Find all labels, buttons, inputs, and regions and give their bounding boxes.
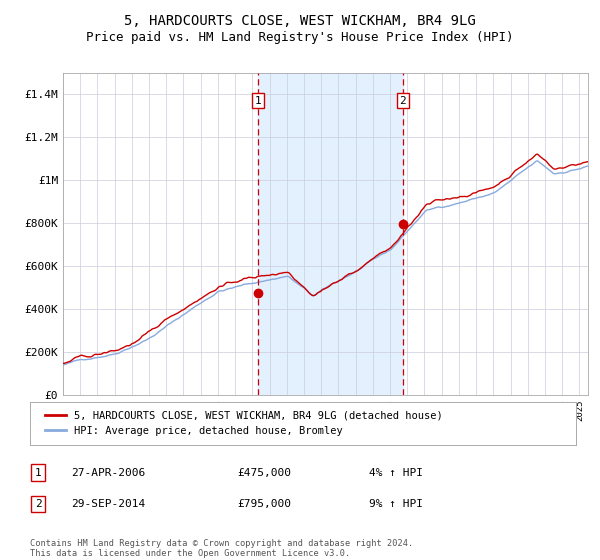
Text: 5, HARDCOURTS CLOSE, WEST WICKHAM, BR4 9LG: 5, HARDCOURTS CLOSE, WEST WICKHAM, BR4 9… — [124, 14, 476, 28]
Text: Price paid vs. HM Land Registry's House Price Index (HPI): Price paid vs. HM Land Registry's House … — [86, 31, 514, 44]
Text: 2: 2 — [400, 96, 406, 106]
Text: 29-SEP-2014: 29-SEP-2014 — [71, 499, 145, 509]
Text: 4% ↑ HPI: 4% ↑ HPI — [368, 468, 422, 478]
Text: Contains HM Land Registry data © Crown copyright and database right 2024.
This d: Contains HM Land Registry data © Crown c… — [30, 539, 413, 558]
Legend: 5, HARDCOURTS CLOSE, WEST WICKHAM, BR4 9LG (detached house), HPI: Average price,: 5, HARDCOURTS CLOSE, WEST WICKHAM, BR4 9… — [41, 407, 447, 440]
Text: 27-APR-2006: 27-APR-2006 — [71, 468, 145, 478]
Text: 1: 1 — [254, 96, 261, 106]
Text: 2: 2 — [35, 499, 41, 509]
Text: £795,000: £795,000 — [238, 499, 292, 509]
Text: 9% ↑ HPI: 9% ↑ HPI — [368, 499, 422, 509]
Text: 1: 1 — [35, 468, 41, 478]
Bar — [258, 73, 403, 395]
Text: £475,000: £475,000 — [238, 468, 292, 478]
